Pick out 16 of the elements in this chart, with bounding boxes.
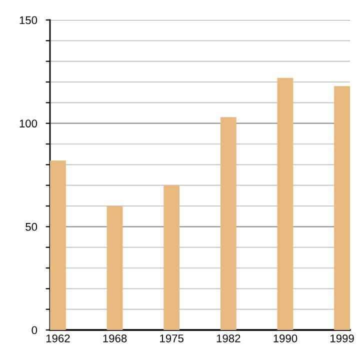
x-tick-label: 1962 [46,334,70,342]
y-tick-label: 100 [20,120,38,128]
bar [220,117,236,330]
bar [106,206,123,330]
bar [334,86,350,330]
y-tick-label: 50 [26,222,38,231]
bar [164,185,180,330]
x-tick-label: 1990 [274,334,298,342]
y-tick-label: 0 [32,326,38,334]
x-tick-label: 1999 [330,334,354,342]
bar [50,160,66,330]
y-tick-label: 150 [20,16,38,24]
x-tick-label: 1982 [216,334,240,342]
bar [277,78,294,330]
x-tick-label: 1968 [103,334,127,342]
x-tick-label: 1975 [160,334,184,342]
